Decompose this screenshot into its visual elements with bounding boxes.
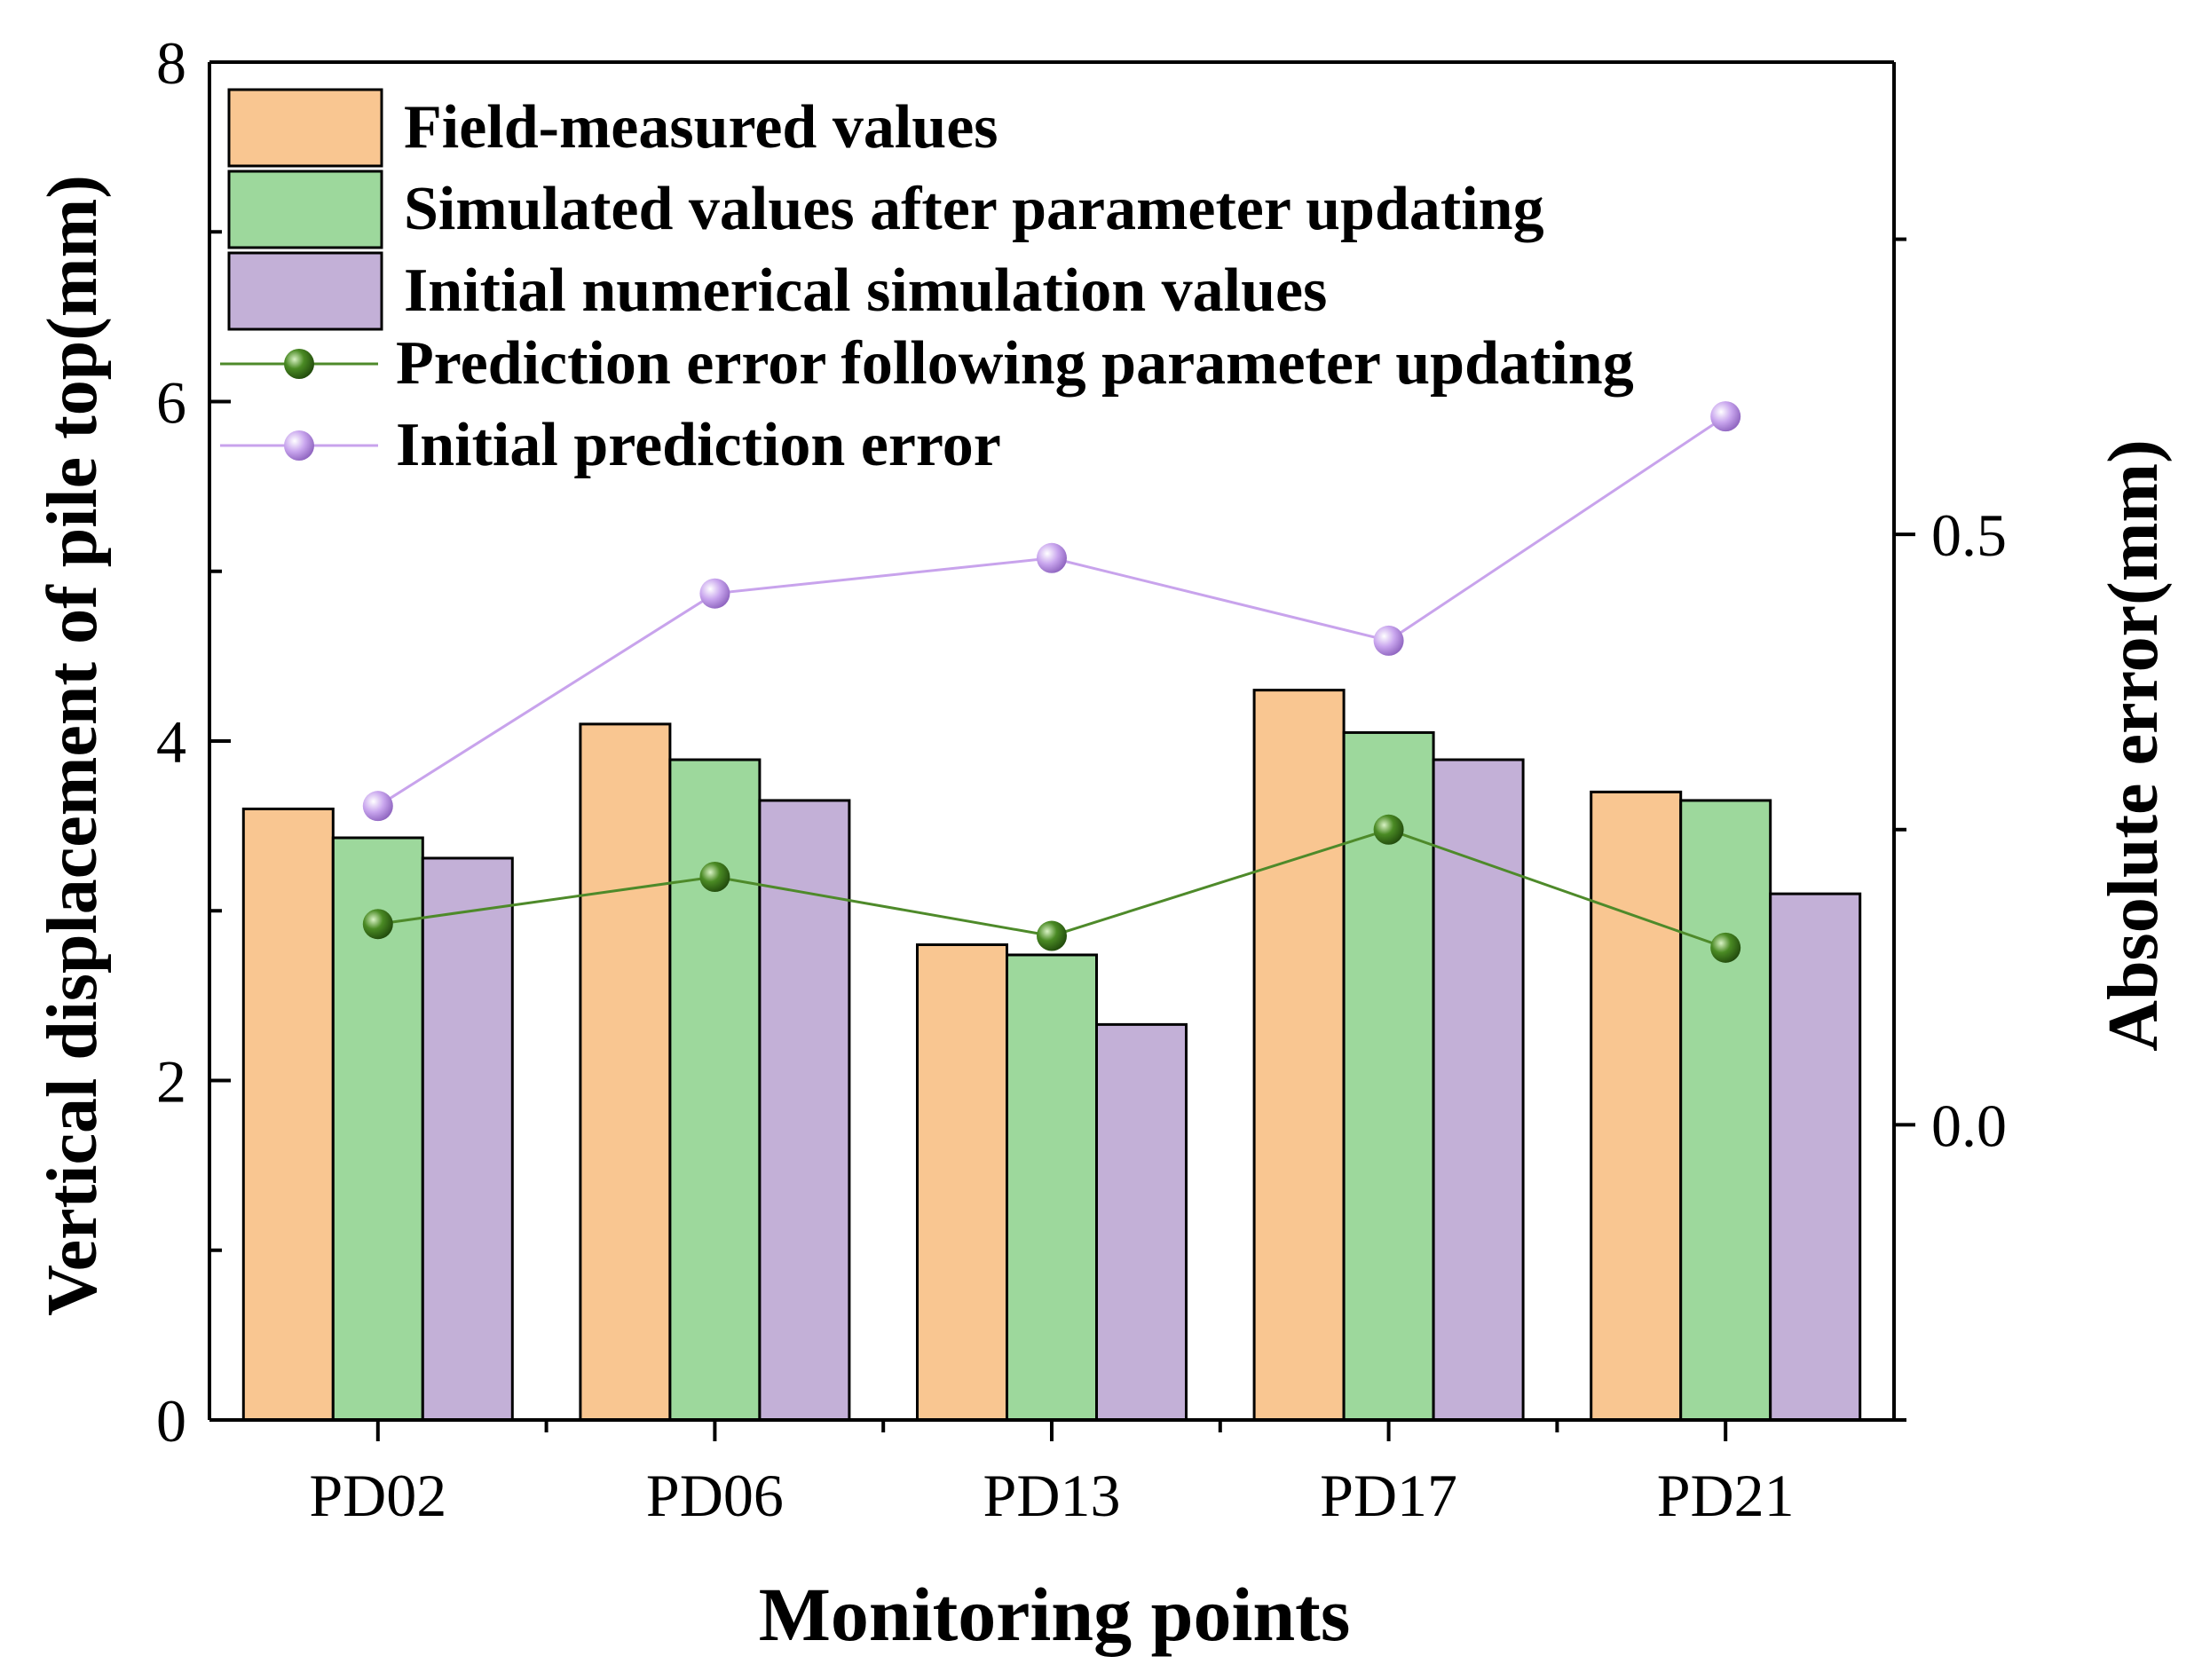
x-tick-label: PD21 bbox=[1657, 1462, 1795, 1529]
bar-pd06-series-1 bbox=[579, 722, 672, 1422]
marker-pd06-series-2 bbox=[699, 578, 730, 609]
bar-pd17-series-2 bbox=[1342, 730, 1435, 1422]
axes bbox=[208, 60, 1915, 1441]
marker-pd17-series-1 bbox=[1373, 814, 1404, 845]
marker-pd06-series-1 bbox=[699, 862, 730, 892]
bar-pd13-series-3 bbox=[1095, 1022, 1188, 1422]
y-tick-label: 0 bbox=[156, 1387, 186, 1455]
bar-pd21-series-1 bbox=[1590, 790, 1683, 1422]
legend-marker-4 bbox=[284, 349, 314, 379]
y-tick-label: 6 bbox=[156, 369, 186, 437]
y-axis-title: Vertical displacement of pile top(mm) bbox=[34, 175, 112, 1316]
marker-pd21-series-2 bbox=[1710, 401, 1741, 432]
x-axis-title: Monitoring points bbox=[759, 1572, 1351, 1657]
y-right-axis-title: Absolute error(mm) bbox=[2095, 439, 2173, 1051]
x-tick-labels: PD02 PD06 PD13 PD17 PD21 bbox=[309, 1462, 1794, 1529]
x-tick-label: PD06 bbox=[646, 1462, 784, 1529]
y-tick-label: 4 bbox=[156, 708, 186, 776]
legend-swatch-1 bbox=[227, 88, 383, 168]
bar-pd17-series-1 bbox=[1252, 689, 1346, 1422]
bar-pd13-series-2 bbox=[1006, 953, 1098, 1422]
y-right-tick-labels: 0.0 0.5 bbox=[1931, 501, 2007, 1159]
marker-pd02-series-2 bbox=[362, 791, 393, 822]
marker-pd21-series-1 bbox=[1710, 932, 1741, 963]
y-right-tick-label: 0.0 bbox=[1931, 1092, 2007, 1159]
marker-pd13-series-2 bbox=[1037, 542, 1067, 573]
x-tick-label: PD13 bbox=[983, 1462, 1121, 1529]
bar-pd21-series-3 bbox=[1769, 892, 1862, 1422]
y-right-tick-label: 0.5 bbox=[1931, 501, 2007, 569]
y-tick-label: 2 bbox=[156, 1048, 186, 1116]
bar-pd02-series-3 bbox=[421, 856, 514, 1422]
legend: Field-measured values Simulated values af… bbox=[220, 88, 1634, 479]
bar-pd21-series-2 bbox=[1679, 799, 1772, 1422]
legend-label-5: Initial prediction error bbox=[396, 411, 1001, 479]
x-tick-label: PD17 bbox=[1320, 1462, 1457, 1529]
legend-swatch-3 bbox=[227, 251, 383, 331]
bar-pd13-series-1 bbox=[916, 943, 1008, 1422]
bar-pd17-series-3 bbox=[1432, 758, 1525, 1422]
legend-label-3: Initial numerical simulation values bbox=[404, 256, 1327, 325]
legend-swatch-2 bbox=[227, 170, 383, 249]
legend-label-1: Field-measured values bbox=[404, 93, 998, 162]
bar-pd06-series-2 bbox=[668, 758, 762, 1422]
x-tick-label: PD02 bbox=[309, 1462, 446, 1529]
bar-layer bbox=[241, 689, 1862, 1422]
line-layer bbox=[362, 401, 1741, 963]
marker-pd13-series-1 bbox=[1037, 920, 1067, 951]
legend-label-2: Simulated values after parameter updatin… bbox=[404, 175, 1544, 243]
legend-marker-5 bbox=[284, 430, 314, 461]
y-tick-labels: 0 2 4 6 8 bbox=[156, 29, 186, 1455]
bar-pd06-series-3 bbox=[758, 799, 851, 1422]
y-tick-label: 8 bbox=[156, 29, 186, 97]
bar-pd02-series-1 bbox=[241, 808, 335, 1422]
legend-label-4: Prediction error following parameter upd… bbox=[396, 329, 1634, 398]
marker-pd17-series-2 bbox=[1373, 625, 1404, 656]
marker-pd02-series-1 bbox=[362, 909, 393, 940]
